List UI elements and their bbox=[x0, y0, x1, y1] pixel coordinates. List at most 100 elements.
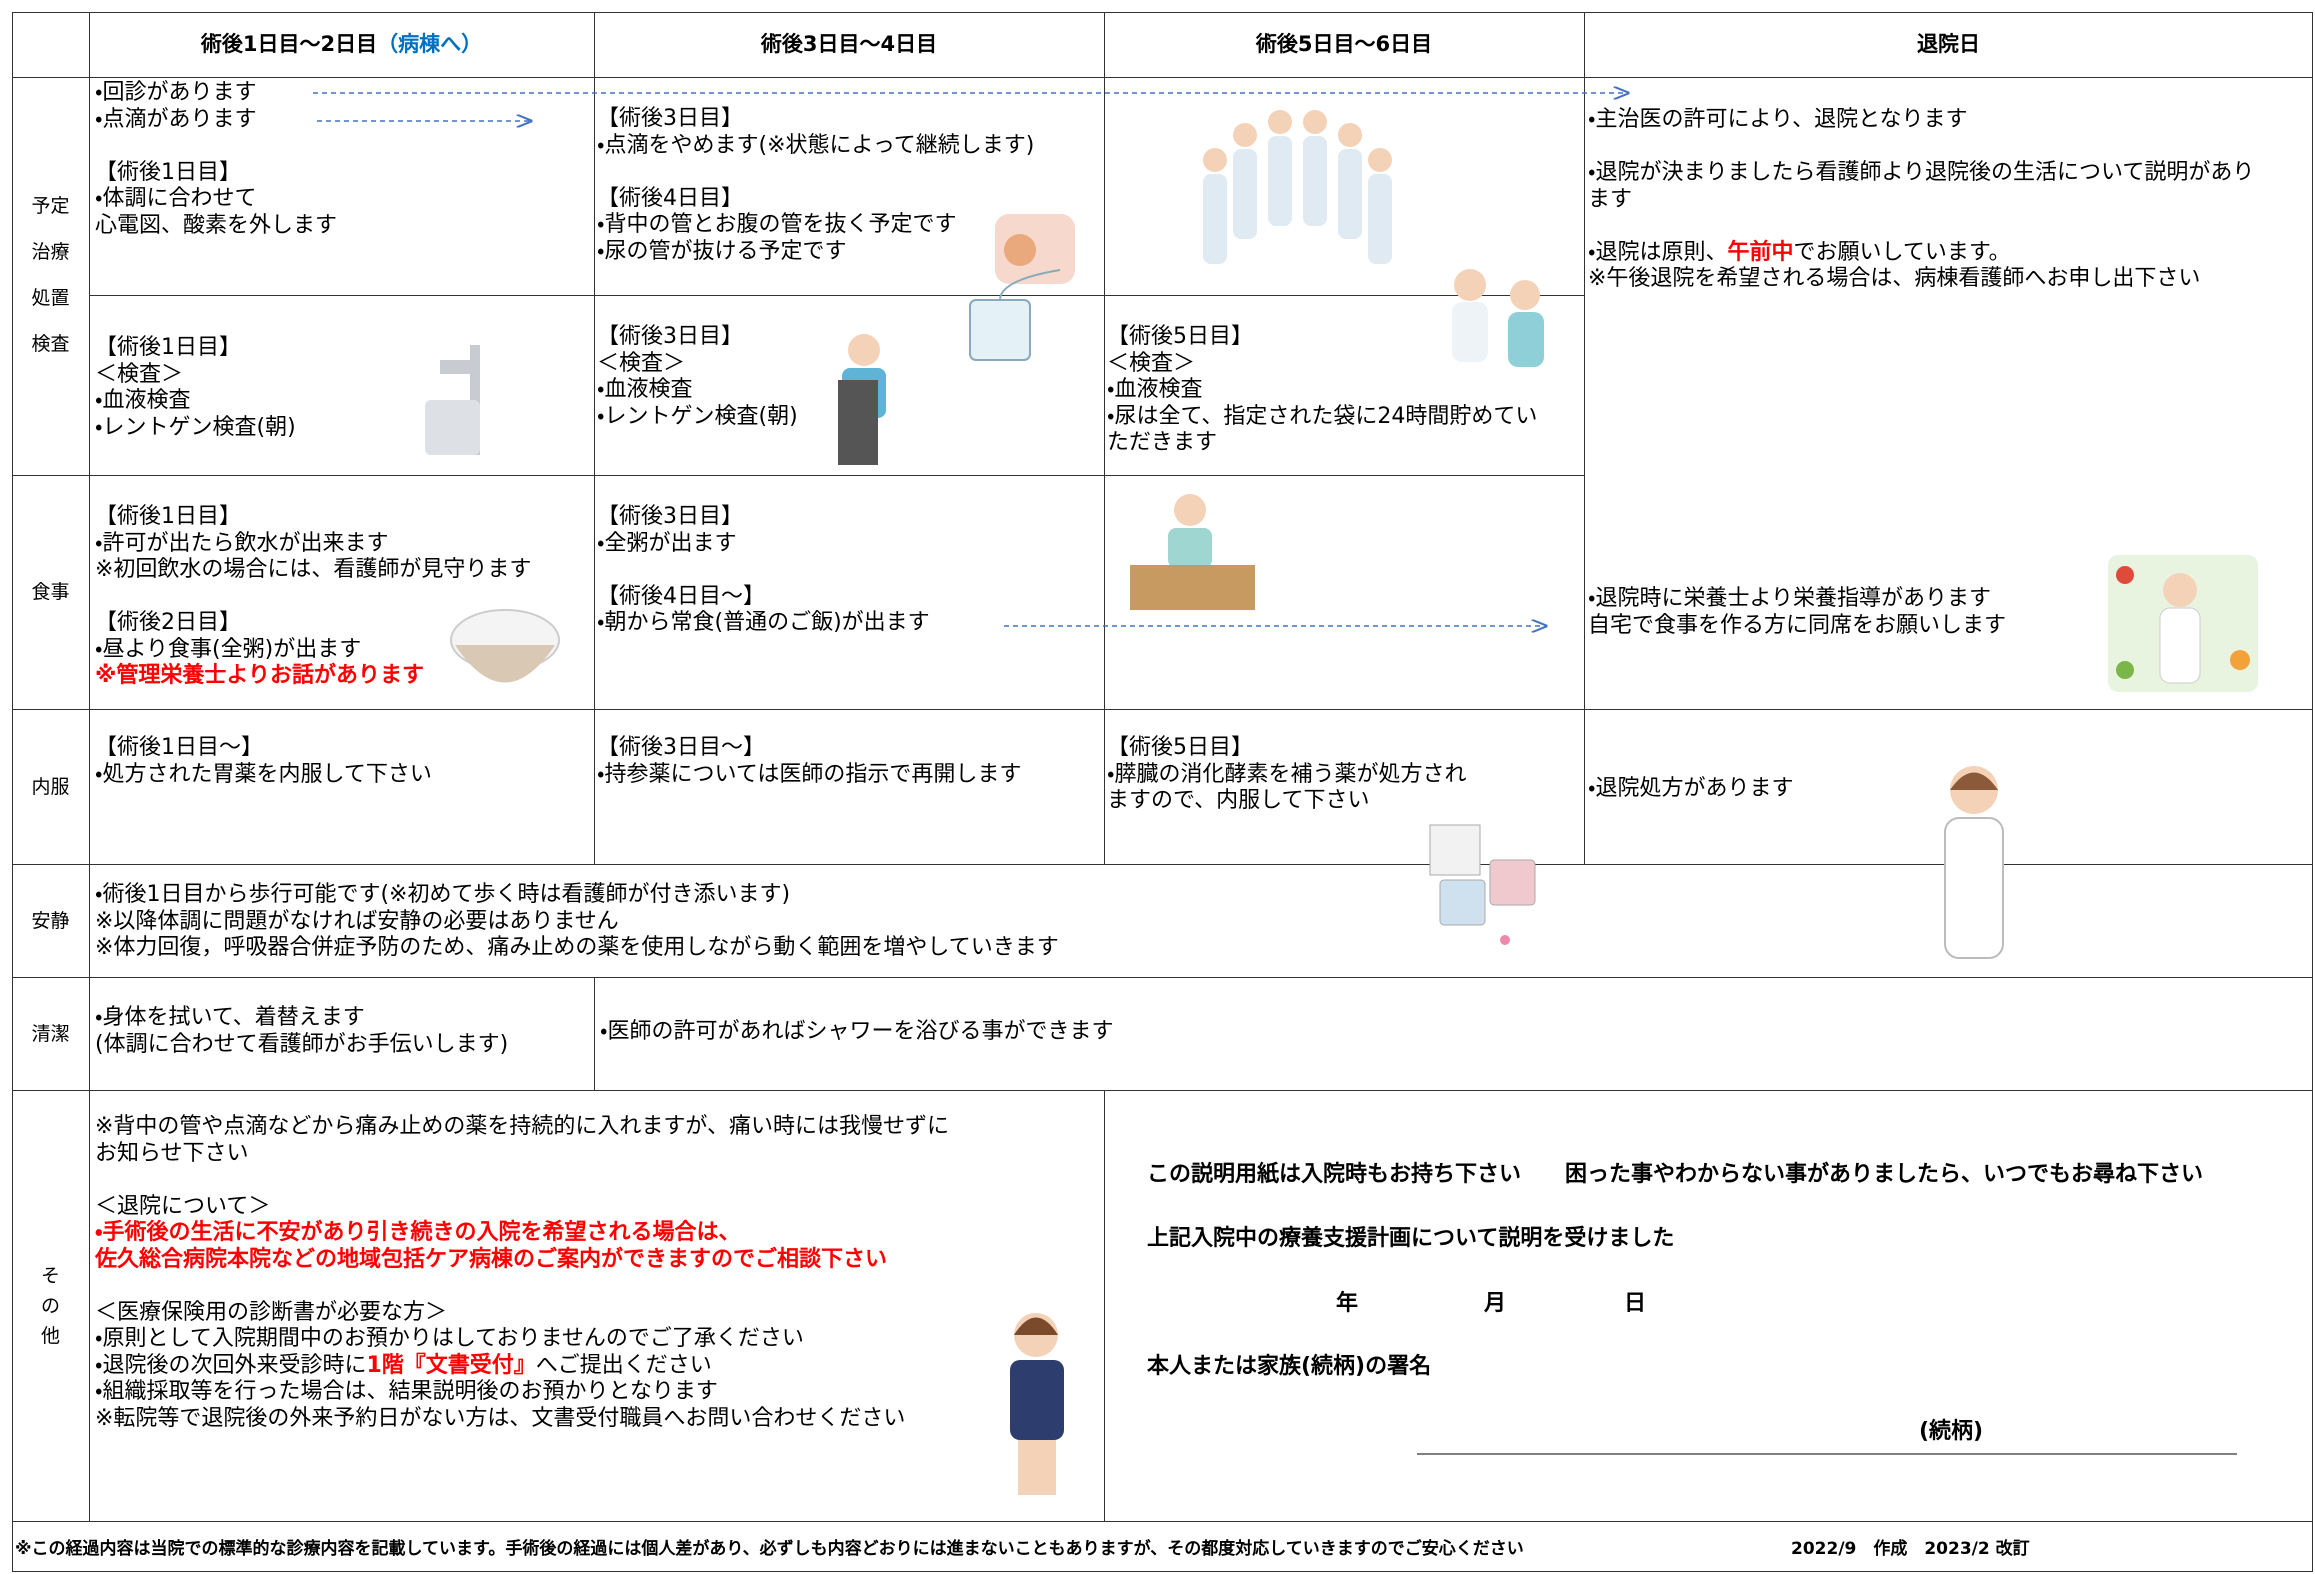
date-day: 日 bbox=[1624, 1291, 1647, 1316]
cell-text: ・退院時に栄養士より栄養指導があります 自宅で食事を作る方に同席をお願いします bbox=[1588, 586, 2006, 639]
text-line: ＜検査＞ bbox=[1107, 350, 1196, 376]
cell-text: 【術後3日目～】 ・持参薬については医師の指示で再開します bbox=[597, 735, 1021, 788]
text-line: ※体力回復，呼吸器合併症予防のため、痛み止めの薬を使用しながら動く範囲を増やして… bbox=[95, 935, 1059, 960]
staff-illustration bbox=[1203, 110, 1392, 264]
emphasis: ※管理栄養士よりお話があります bbox=[95, 663, 424, 688]
label-line: 検査 bbox=[31, 333, 70, 355]
text-line: 【術後3日目】 bbox=[597, 106, 743, 131]
label-line: 安静 bbox=[31, 909, 70, 932]
cell-text: 【術後1日目】 ＜検査＞ ・血液検査 ・レントゲン検査(朝) bbox=[95, 335, 296, 441]
text-line: 自宅で食事を作る方に同席をお願いします bbox=[1588, 612, 2007, 638]
text-line: 【術後3日目】 bbox=[597, 504, 743, 529]
emphasis: 佐久総合病院本院などの地域包括ケア病棟のご案内ができますのでご相談下さい bbox=[95, 1246, 888, 1272]
cell-text: ・身体を拭いて、着替えます (体調に合わせて看護師がお手伝いします) bbox=[95, 1005, 508, 1058]
text-line: ・昼より食事(全粥)が出ます bbox=[95, 636, 362, 662]
text-segment: ・退院後の次回外来受診時に bbox=[95, 1352, 367, 1378]
text-line: ・退院は原則、午前中でお願いしています。 bbox=[1588, 240, 2254, 267]
date-year: 年 bbox=[1336, 1291, 1359, 1316]
text-line: ※転院等で退院後の外来予約日がない方は、文書受付職員へお問い合わせください bbox=[95, 1405, 906, 1431]
column-title: 術後5日目～6日目 bbox=[1255, 32, 1433, 56]
date-month: 月 bbox=[1484, 1291, 1507, 1316]
text-line: ・朝から常食(普通のご飯)が出ます bbox=[597, 610, 930, 635]
text-line: ・処方された胃薬を内服して下さい bbox=[95, 761, 432, 787]
text-line: ※初回飲水の場合には、看護師が見守ります bbox=[95, 557, 532, 582]
text-line: ・尿は全て、指定された袋に24時間貯めてい bbox=[1107, 403, 1538, 429]
text-segment: へご提出ください bbox=[535, 1352, 712, 1378]
footer-note: ※この経過内容は当院での標準的な診療内容を記載しています。手術後の経過には個人差… bbox=[15, 1539, 1524, 1559]
label-line: 治療 bbox=[31, 241, 70, 263]
text-line: ・血液検査 bbox=[95, 388, 191, 413]
text-line: ＜退院について＞ bbox=[95, 1193, 271, 1219]
text-line: ・許可が出たら飲水が出来ます bbox=[95, 530, 389, 556]
relation-label: (続柄) bbox=[1919, 1419, 1984, 1444]
doctor-patient-illustration bbox=[1452, 269, 1544, 367]
cell-text: 【術後1日目】 ・許可が出たら飲水が出来ます ※初回飲水の場合には、看護師が見守りま… bbox=[95, 504, 531, 690]
text-line: ・主治医の許可により、退院となります bbox=[1588, 107, 1968, 132]
text-line: ※午後退院を希望される場合は、病棟看護師へお申し出下さい bbox=[1588, 266, 2201, 291]
text-line: ・全粥が出ます bbox=[597, 530, 737, 556]
receptionist-illustration bbox=[1010, 1313, 1064, 1495]
label-line: 他 bbox=[40, 1324, 60, 1347]
text-line: ますので、内服して下さい bbox=[1107, 788, 1370, 813]
text-line: ＜検査＞ bbox=[95, 361, 184, 387]
text-line: ・膵臓の消化酵素を補う薬が処方され bbox=[1107, 761, 1467, 787]
label-line: 処置 bbox=[31, 287, 70, 309]
xray-illustration bbox=[425, 345, 480, 455]
cell-text: ・術後1日目から歩行可能です(※初めて歩く時は看護師が付き添います) ※以降体調に… bbox=[95, 882, 1059, 962]
text-line: ・回診があります bbox=[95, 80, 257, 105]
cell-text: 【術後3日目】 ・全粥が出ます 【術後4日目～】 ・朝から常食(普通のご飯)が出ます bbox=[597, 504, 930, 637]
cell-text: 【術後1日目～】 ・処方された胃薬を内服して下さい bbox=[95, 735, 432, 788]
revision: 2022/9 作成 2023/2 改訂 bbox=[1791, 1539, 2030, 1559]
text-line: ・原則として入院期間中のお預かりはしておりませんのでご了承ください bbox=[95, 1326, 804, 1351]
bowl-illustration bbox=[450, 609, 560, 683]
text-line: ※背中の管や点滴などから痛み止めの薬を持続的に入れますが、痛い時には我慢せずに bbox=[95, 1114, 949, 1139]
text-line: ・身体を拭いて、着替えます bbox=[95, 1005, 365, 1030]
nutritionist-illustration bbox=[2108, 555, 2258, 692]
text-line: 【術後4日目】 bbox=[597, 185, 743, 211]
text-line: ます bbox=[1588, 186, 1633, 212]
text-line: 【術後1日目～】 bbox=[95, 735, 263, 760]
cell-text: ・退院処方があります bbox=[1588, 776, 1793, 803]
cell-text: ・医師の許可があればシャワーを浴びる事ができます bbox=[600, 1019, 1113, 1046]
cell-text: 【術後5日目】 ＜検査＞ ・血液検査 ・尿は全て、指定された袋に24時間貯めてい ただき… bbox=[1107, 324, 1537, 457]
text-line: ・体調に合わせて bbox=[95, 186, 257, 211]
column-header: 術後1日目～2日目（病棟へ） bbox=[89, 12, 594, 77]
text-line: ＜医療保険用の診断書が必要な方＞ bbox=[95, 1299, 448, 1325]
cell bbox=[12, 1521, 2313, 1572]
ward-note: （病棟へ） bbox=[377, 32, 483, 56]
cell-text: 【術後3日目】 ・点滴をやめます(※状態によって継続します) 【術後4日目】 ・背中… bbox=[597, 106, 1034, 265]
text-line: 【術後1日目】 bbox=[95, 159, 241, 185]
emphasis: 1階『文書受付』 bbox=[366, 1352, 536, 1378]
medicine-illustration bbox=[1429, 824, 1536, 945]
text-line: 心電図、酸素を外します bbox=[95, 212, 338, 238]
column-title: 退院日 bbox=[1917, 32, 1980, 56]
catheter-illustration bbox=[969, 214, 1075, 361]
row-label: その他 bbox=[12, 1090, 89, 1521]
text-line: 【術後3日目～】 bbox=[597, 735, 765, 760]
text-line: ただきます bbox=[1107, 430, 1218, 455]
text-line: 【術後5日目】 bbox=[1107, 324, 1253, 349]
column-title: 術後3日目～4日目 bbox=[760, 32, 938, 56]
confirm-text: 上記入院中の療養支援計画について説明を受けました bbox=[1147, 1226, 1675, 1251]
label-line: 内服 bbox=[31, 775, 70, 798]
cell-text: 【術後5日目】 ・膵臓の消化酵素を補う薬が処方され ますので、内服して下さい bbox=[1107, 735, 1466, 815]
row-label: 安静 bbox=[12, 864, 89, 977]
emphasis: ・手術後の生活に不安があり引き続きの入院を希望される場合は、 bbox=[95, 1220, 741, 1245]
cell-text: ・回診があります ・点滴があります 【術後1日目】 ・体調に合わせて 心電図、酸素を外… bbox=[95, 80, 337, 239]
pharmacist-illustration bbox=[1944, 766, 2004, 959]
text-line: ・術後1日目から歩行可能です(※初めて歩く時は看護師が付き添います) bbox=[95, 882, 791, 907]
patient-xray-illustration bbox=[838, 334, 886, 465]
text-segment: ・退院は原則、 bbox=[1588, 239, 1728, 265]
eating-illustration bbox=[1130, 494, 1255, 610]
text-line: ・レントゲン検査(朝) bbox=[95, 414, 296, 440]
label-line: 清潔 bbox=[31, 1022, 70, 1045]
label-line: そ bbox=[40, 1264, 60, 1287]
text-line: 【術後1日目】 bbox=[95, 335, 241, 360]
text-line: ・持参薬については医師の指示で再開します bbox=[597, 761, 1022, 787]
emphasis: 午前中 bbox=[1727, 239, 1794, 265]
text-line: ・血液検査 bbox=[597, 377, 693, 402]
cell-text: 【術後3日目】 ＜検査＞ ・血液検査 ・レントゲン検査(朝) bbox=[597, 324, 798, 430]
text-line: ・退院処方があります bbox=[1588, 776, 1794, 801]
row-label: 食事 bbox=[12, 475, 89, 709]
